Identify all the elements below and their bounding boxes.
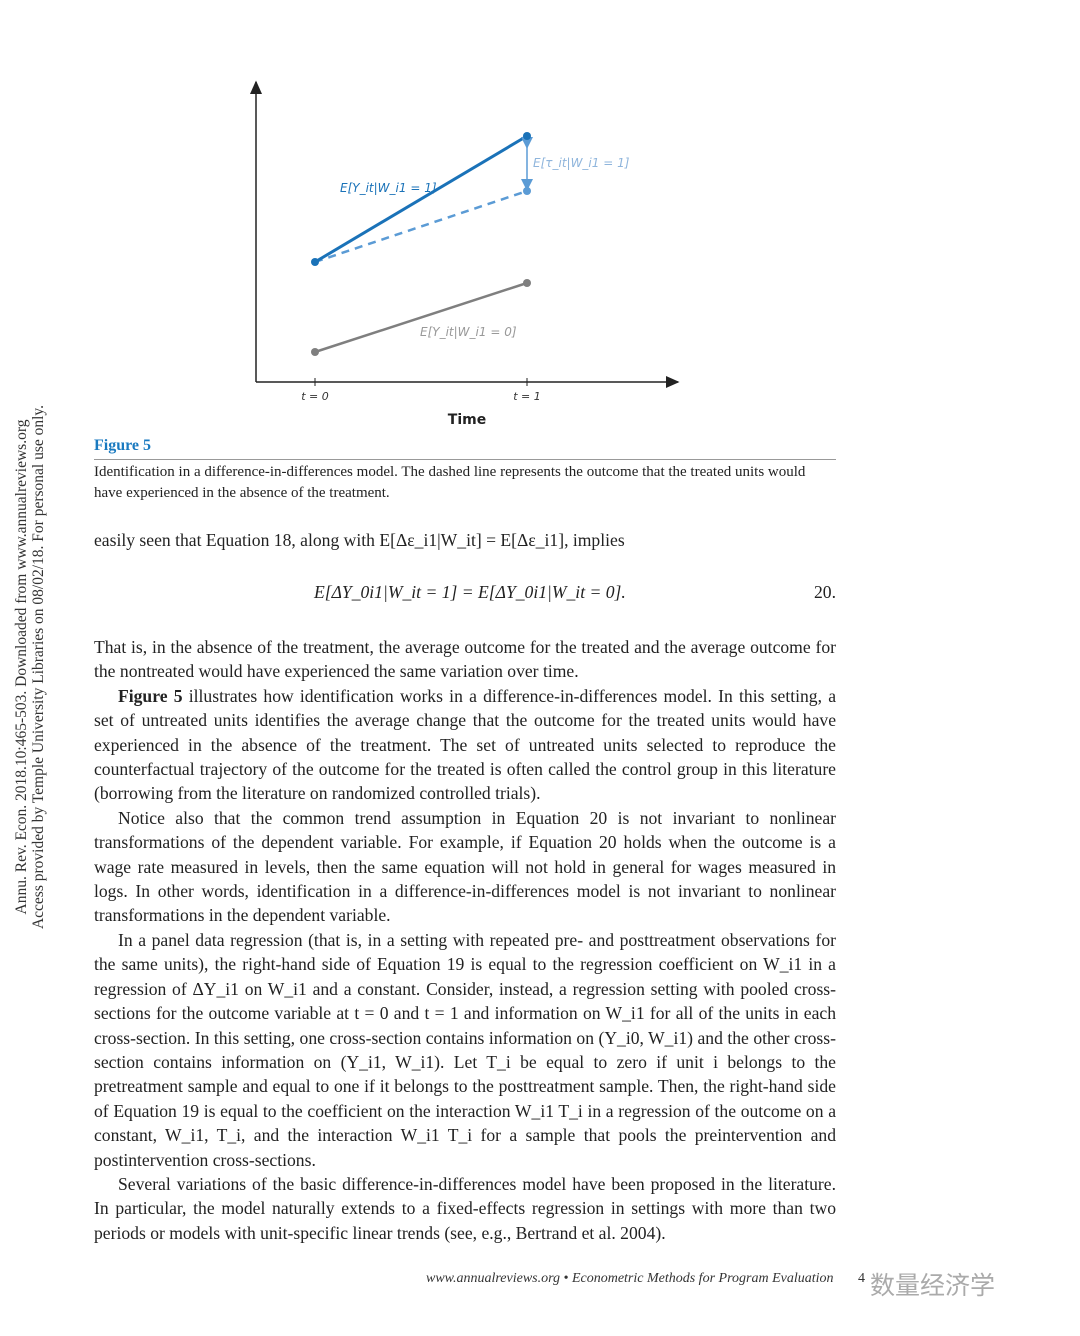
counterfactual-line — [314, 189, 528, 264]
body-text: That is, in the absence of the treatment… — [94, 635, 836, 1245]
control-line — [314, 281, 528, 354]
equation-text: E[ΔY_0i1|W_it = 1] = E[ΔY_0i1|W_it = 0]. — [314, 582, 626, 602]
control-point-t1 — [523, 279, 531, 287]
figure-caption: Identification in a difference-in-differ… — [94, 464, 806, 501]
page-number: 4 — [858, 1271, 865, 1286]
control-point-t0 — [311, 348, 319, 356]
x-axis-label: Time — [448, 412, 486, 428]
did-figure: E[Y_it|W_i1 = 1] E[τ_it|W_i1 = 1] E[Y_it… — [250, 80, 680, 428]
paragraph-text: Several variations of the basic differen… — [94, 1173, 836, 1243]
watermark: 数量经济学 — [870, 1271, 996, 1300]
paragraph-text: easily seen that Equation 18, along with… — [94, 530, 625, 550]
tick-label-t1: t = 1 — [513, 390, 541, 403]
paragraph-span: illustrates how identification works in … — [94, 685, 837, 804]
figure-title: Figure 5 — [94, 437, 152, 454]
paragraph-text: Notice also that the common trend assump… — [94, 807, 836, 926]
paragraph-text: That is, in the absence of the treatment… — [94, 637, 836, 682]
treated-point-t0 — [311, 258, 319, 266]
treated-point-t1 — [523, 132, 531, 140]
figure-reference[interactable]: Figure 5 — [118, 685, 183, 706]
treated-label: E[Y_it|W_i1 = 1] — [340, 181, 437, 195]
counterfactual-point-t1 — [523, 187, 531, 195]
control-label: E[Y_it|W_i1 = 0] — [420, 325, 517, 339]
effect-label: E[τ_it|W_i1 = 1] — [533, 156, 630, 170]
running-footer: www.annualreviews.org • Econometric Meth… — [426, 1271, 834, 1286]
equation-number: 20. — [814, 582, 836, 602]
paragraph-text: Figure 5 illustrates how identification … — [94, 684, 836, 806]
tick-label-t0: t = 0 — [301, 390, 329, 403]
caption-divider — [94, 459, 836, 460]
paragraph: easily seen that Equation 18, along with… — [94, 528, 836, 552]
treated-line — [314, 134, 528, 264]
paragraph-text: In a panel data regression (that is, in … — [94, 929, 836, 1170]
